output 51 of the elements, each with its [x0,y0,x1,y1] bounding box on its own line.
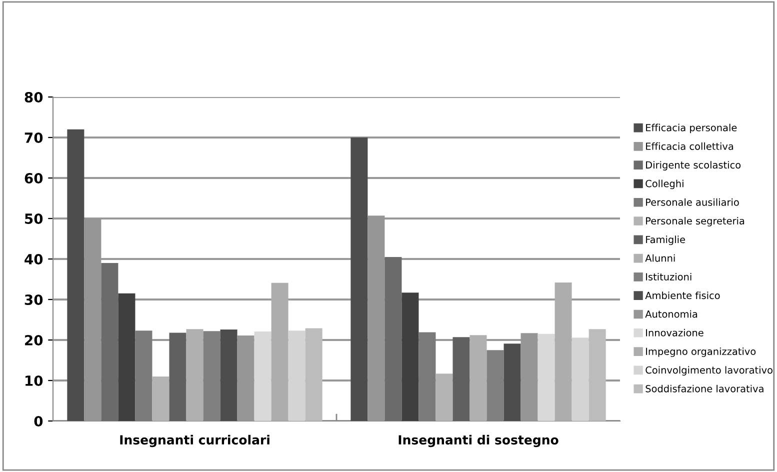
legend-label: Autonomia [645,310,698,318]
legend-label: Personale segreteria [646,217,744,226]
bar [288,330,306,421]
bar [452,337,470,421]
bar [504,344,521,421]
y-tick-label: 20 [25,334,43,346]
bar [436,374,453,421]
bar [67,129,84,421]
y-tick-label: 50 [25,213,43,224]
bar [271,282,288,421]
bar [186,329,204,421]
legend-label: Dirigente scolastico [646,161,741,170]
bar [554,282,572,421]
y-tick-label: 40 [24,254,43,264]
legend-label: Coinvolgimento lavorativo [646,366,772,376]
legend-label: Ambiente fisico [645,292,720,300]
bar [418,332,436,421]
bar [169,332,186,421]
x-tick-label: Insegnanti curricolari [120,434,270,448]
legend-label: Efficacia personale [646,124,737,134]
y-tick-label: 80 [24,92,43,102]
bar [254,331,272,421]
legend-label: Famiglie [646,236,685,246]
legend-label: Efficacia collettiva [646,142,734,150]
legend-label: Colleghi [646,180,684,190]
bar [118,293,136,421]
y-tick-label: 70 [24,132,43,143]
legend-label: Personale ausiliario [646,198,739,206]
bar [572,338,589,421]
bar [101,263,118,421]
legend-label: Soddisfazione lavorativa [646,384,764,392]
bar [588,329,606,421]
bar [237,336,254,421]
bar [152,376,170,421]
bar [305,328,322,421]
y-tick-label: 0 [34,416,43,426]
bar [538,334,555,421]
bar [384,256,402,421]
bar [350,138,368,421]
bar [220,329,238,421]
y-tick-label: 10 [26,375,43,386]
legend-label: Istituzioni [646,272,692,280]
bar [470,335,487,421]
y-tick-label: 60 [24,172,43,184]
legend-label: Alunni [645,254,675,262]
y-tick-label: 30 [24,294,43,305]
legend-label: Impegno organizzativo [646,348,756,357]
legend-label: Innovazione [646,328,704,336]
bar [402,292,419,421]
bar [135,330,152,421]
x-tick-label: Insegnanti di sostegno [398,434,558,448]
